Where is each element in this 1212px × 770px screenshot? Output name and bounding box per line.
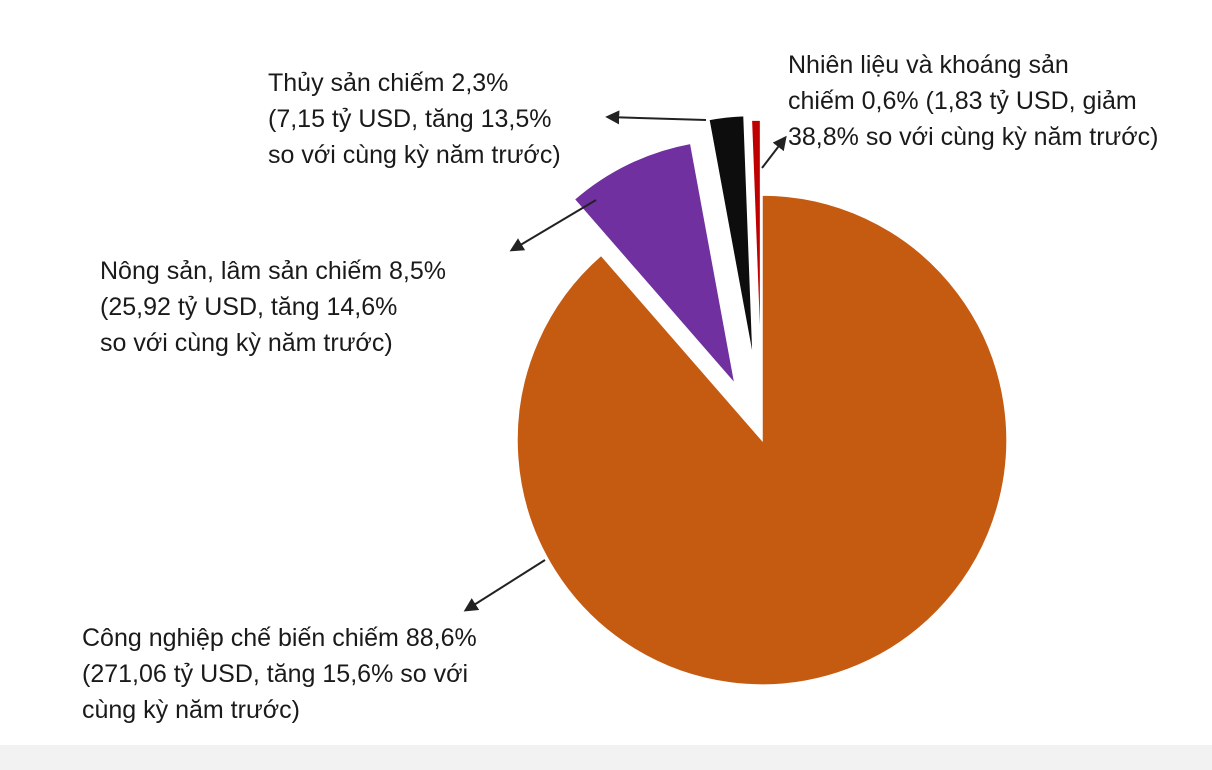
- slice-label-nhien-lieu: Nhiên liệu và khoáng sản chiếm 0,6% (1,8…: [788, 47, 1158, 155]
- slice-label-line: 38,8% so với cùng kỳ năm trước): [788, 123, 1159, 151]
- leader-arrow-thuy-san: [605, 110, 707, 125]
- slice-label-line: (271,06 tỷ USD, tăng 15,6% so với: [82, 660, 469, 688]
- bottom-divider: [0, 745, 1212, 770]
- slice-label-line: cùng kỳ năm trước): [82, 696, 300, 724]
- slice-label-line: chiếm 0,6% (1,83 tỷ USD, giảm: [788, 87, 1137, 115]
- leader-arrow-nhien-lieu: [761, 135, 787, 169]
- leaders-layer: [463, 110, 787, 612]
- slice-label-thuy-san: Thủy sản chiếm 2,3% (7,15 tỷ USD, tăng 1…: [268, 65, 561, 173]
- pie-slice-nhien-lieu: [750, 119, 762, 366]
- slice-label-line: so với cùng kỳ năm trước): [268, 141, 561, 169]
- slice-label-cong-nghiep: Công nghiệp chế biến chiếm 88,6% (271,06…: [82, 620, 477, 728]
- slice-label-line: Thủy sản chiếm 2,3%: [268, 69, 509, 97]
- slice-label-line: Công nghiệp chế biến chiếm 88,6%: [82, 624, 477, 652]
- slice-label-nong-san: Nông sản, lâm sản chiếm 8,5% (25,92 tỷ U…: [100, 253, 446, 361]
- leader-arrow-cong-nghiep: [463, 559, 546, 612]
- pie-slice-thuy-san: [707, 114, 754, 361]
- slice-label-line: (7,15 tỷ USD, tăng 13,5%: [268, 105, 552, 133]
- slice-label-line: Nông sản, lâm sản chiếm 8,5%: [100, 257, 447, 285]
- leader-arrow-nong-san: [509, 199, 597, 252]
- slice-label-line: so với cùng kỳ năm trước): [100, 329, 393, 357]
- slices-layer: [516, 114, 1008, 686]
- slice-label-line: (25,92 tỷ USD, tăng 14,6%: [100, 293, 398, 321]
- slice-label-line: Nhiên liệu và khoáng sản: [788, 51, 1069, 79]
- pie-slice-nong-san: [573, 142, 737, 387]
- pie-slice-cong-nghiep: [516, 194, 1008, 686]
